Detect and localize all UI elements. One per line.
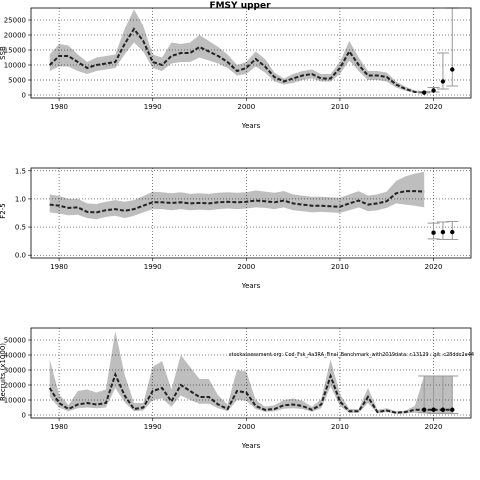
y-tick-label: 10000 bbox=[4, 62, 26, 70]
y-tick-label: 25000 bbox=[4, 17, 26, 25]
x-tick-label: 1990 bbox=[144, 103, 162, 111]
x-tick-label: 2010 bbox=[331, 263, 349, 271]
x-tick-label: 2020 bbox=[425, 423, 443, 431]
confidence-band bbox=[49, 331, 453, 414]
y-tick-label: 1.5 bbox=[15, 167, 26, 175]
projection-point bbox=[440, 407, 446, 412]
x-tick-label: 1980 bbox=[50, 423, 68, 431]
y-tick-label: 30000 bbox=[4, 367, 26, 375]
estimate-line bbox=[49, 27, 425, 94]
y-axis-label: F2-5 bbox=[0, 203, 7, 218]
ssb-panel: 1980 1990 2000 2010 2020 0 5000 10000 15000 20000… bbox=[0, 7, 472, 130]
plot-frame bbox=[30, 327, 472, 419]
projection-point bbox=[450, 229, 455, 235]
estimate-line bbox=[48, 371, 453, 414]
y-tick-label: 0.5 bbox=[15, 224, 26, 232]
x-tick-label: 1980 bbox=[50, 263, 68, 271]
y-axis-label: Recruits (x1000) bbox=[0, 343, 7, 401]
y-tick-label: 50000 bbox=[4, 337, 26, 345]
projection-point bbox=[450, 407, 455, 412]
confidence-band bbox=[49, 171, 425, 220]
y-tick-label: 1.0 bbox=[15, 195, 26, 203]
plot-frame bbox=[30, 167, 472, 259]
y-tick-label: 5000 bbox=[8, 77, 26, 85]
projection-point bbox=[431, 88, 436, 93]
y-tick-label: 20000 bbox=[4, 382, 26, 390]
projection-point bbox=[421, 90, 427, 95]
figure-title: FMSY upper bbox=[209, 1, 271, 11]
y-tick-label: 0 bbox=[22, 92, 26, 100]
x-tick-label: 2020 bbox=[425, 103, 443, 111]
y-tick-label: 0.0 bbox=[15, 252, 26, 260]
projection-point bbox=[440, 229, 446, 235]
x-tick-label: 1990 bbox=[144, 423, 162, 431]
x-tick-label: 2000 bbox=[237, 103, 255, 111]
y-tick-label: 15000 bbox=[4, 47, 26, 55]
y-axis-label: SSB bbox=[0, 46, 7, 60]
y-tick-label: 10000 bbox=[4, 397, 26, 405]
projection-point bbox=[431, 230, 436, 235]
y-tick-label: 20000 bbox=[4, 32, 26, 40]
recruits-panel: 1980 1990 2000 2010 2020 0 10000 20000 30000 4000… bbox=[0, 327, 474, 450]
stock-annotation: stockassessment.org: Cod_Fsk_4a3RA_Final… bbox=[229, 352, 474, 358]
x-axis-label: Years bbox=[241, 442, 261, 450]
y-tick-label: 0 bbox=[22, 412, 26, 420]
projection-point bbox=[431, 407, 436, 412]
confidence-band bbox=[49, 9, 425, 94]
projection-point bbox=[421, 407, 427, 412]
x-tick-label: 2020 bbox=[425, 263, 443, 271]
x-tick-label: 1990 bbox=[144, 263, 162, 271]
f-panel: 1980 1990 2000 2010 2020 0.0 0.5 1.0 1.5 Years F2-… bbox=[0, 167, 472, 290]
x-tick-label: 2010 bbox=[331, 423, 349, 431]
y-tick-label: 40000 bbox=[4, 352, 26, 360]
x-tick-label: 1980 bbox=[50, 103, 68, 111]
x-tick-label: 2010 bbox=[331, 103, 349, 111]
x-axis-label: Years bbox=[241, 282, 261, 290]
projection-point bbox=[440, 79, 446, 84]
plot-frame bbox=[30, 7, 472, 99]
x-tick-label: 2000 bbox=[237, 423, 255, 431]
x-axis-label: Years bbox=[241, 122, 261, 130]
x-tick-label: 2000 bbox=[237, 263, 255, 271]
projection-point bbox=[450, 67, 455, 72]
